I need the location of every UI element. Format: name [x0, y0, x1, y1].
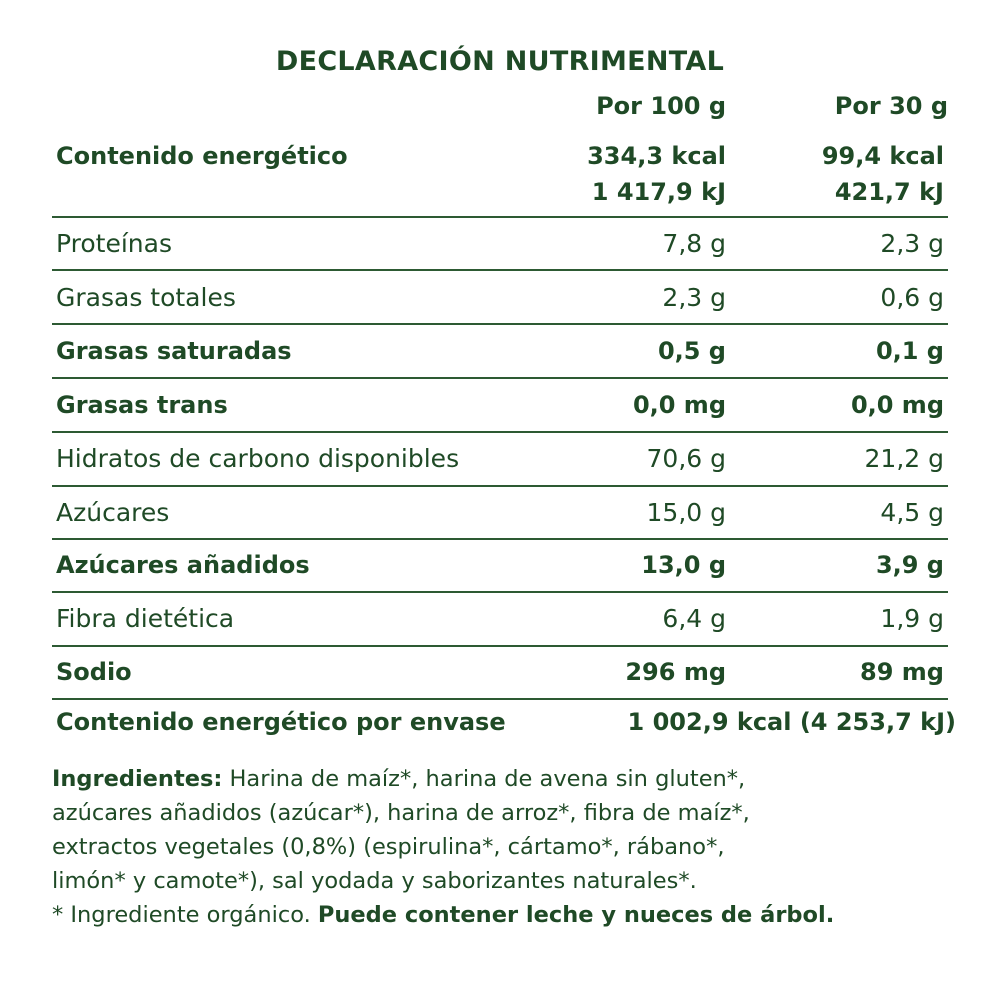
nutrient-per100: 70,6 g — [646, 444, 726, 473]
nutrient-per30: 3,9 g — [875, 551, 944, 579]
nutrient-per30: 0,1 g — [875, 337, 944, 365]
divider — [52, 591, 948, 593]
divider — [52, 485, 948, 487]
nutrient-per100: 296 mg — [625, 658, 726, 686]
divider — [52, 216, 948, 218]
nutrient-per30: 89 mg — [860, 658, 944, 686]
nutrient-label: Azúcares añadidos — [56, 551, 310, 579]
nutrient-per30: 1,9 g — [880, 604, 944, 633]
nutrient-per100: 13,0 g — [641, 551, 726, 579]
footnote-line: * Ingrediente orgánico. Puede contener l… — [52, 898, 952, 932]
column-header-per-30g: Por 30 g — [834, 92, 948, 120]
organic-footnote: * Ingrediente orgánico. — [52, 902, 311, 928]
nutrient-per30: 2,3 g — [880, 229, 944, 258]
energy-per30: 99,4 kcal 421,7 kJ — [822, 138, 944, 210]
nutrient-per30: 0,6 g — [880, 283, 944, 312]
energy-per-package-value: 1 002,9 kcal (4 253,7 kJ) — [627, 708, 956, 736]
ingredients-block: Ingredientes: Harina de maíz*, harina de… — [52, 762, 952, 932]
divider — [52, 431, 948, 433]
ingredients-line: Ingredientes: Harina de maíz*, harina de… — [52, 762, 952, 796]
energy-per100-kcal: 334,3 kcal — [587, 142, 726, 170]
nutrient-per100: 0,0 mg — [632, 391, 726, 419]
ingredients-line: extractos vegetales (0,8%) (espirulina*,… — [52, 834, 725, 860]
nutrient-per100: 6,4 g — [662, 604, 726, 633]
energy-per-package-row: Contenido energético por envase 1 002,9 … — [56, 708, 956, 736]
allergen-warning: Puede contener leche y nueces de árbol. — [317, 902, 835, 928]
ingredients-line: limón* y camote*), sal yodada y saboriza… — [52, 868, 697, 894]
nutrient-per100: 15,0 g — [646, 498, 726, 527]
column-header-per-100g: Por 100 g — [596, 92, 726, 120]
nutrient-per30: 21,2 g — [864, 444, 944, 473]
divider — [52, 269, 948, 271]
nutrient-per30: 0,0 mg — [850, 391, 944, 419]
energy-per100: 334,3 kcal 1 417,9 kJ — [587, 138, 726, 210]
energy-per100-kj: 1 417,9 kJ — [591, 178, 726, 206]
energy-per30-kcal: 99,4 kcal — [821, 142, 944, 170]
nutrient-per100: 2,3 g — [662, 283, 726, 312]
nutrient-label: Hidratos de carbono disponibles — [56, 444, 460, 473]
table-title: DECLARACIÓN NUTRIMENTAL — [275, 46, 725, 77]
energy-per30-kj: 421,7 kJ — [834, 178, 944, 206]
divider — [52, 645, 948, 647]
ingredients-text: Harina de maíz*, harina de avena sin glu… — [222, 766, 746, 792]
energy-per-package-label: Contenido energético por envase — [56, 708, 506, 736]
nutrient-label: Grasas trans — [56, 391, 228, 419]
divider — [52, 377, 948, 379]
nutrient-label: Grasas saturadas — [56, 337, 292, 365]
divider — [52, 538, 948, 540]
ingredients-heading: Ingredientes: — [52, 766, 223, 792]
nutrient-label: Sodio — [56, 658, 132, 686]
nutrient-per100: 7,8 g — [662, 229, 726, 258]
nutrient-label: Grasas totales — [56, 283, 236, 312]
ingredients-line: azúcares añadidos (azúcar*), harina de a… — [52, 800, 750, 826]
nutrient-per30: 4,5 g — [880, 498, 944, 527]
divider — [52, 698, 948, 700]
nutrient-label: Azúcares — [56, 498, 170, 527]
nutrient-label: Fibra dietética — [56, 604, 235, 633]
divider — [52, 323, 948, 325]
nutrient-label: Proteínas — [56, 229, 172, 258]
nutrient-per100: 0,5 g — [657, 337, 726, 365]
energy-label: Contenido energético — [56, 142, 348, 170]
